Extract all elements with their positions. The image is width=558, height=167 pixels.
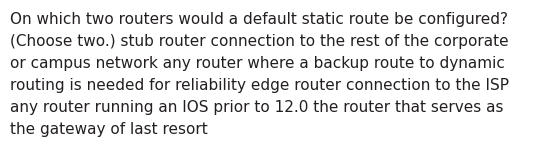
Text: the gateway of last resort: the gateway of last resort	[10, 122, 208, 137]
Text: or campus network any router where a backup route to dynamic: or campus network any router where a bac…	[10, 56, 505, 71]
Text: any router running an IOS prior to 12.0 the router that serves as: any router running an IOS prior to 12.0 …	[10, 100, 503, 115]
Text: routing is needed for reliability edge router connection to the ISP: routing is needed for reliability edge r…	[10, 78, 509, 93]
Text: On which two routers would a default static route be configured?: On which two routers would a default sta…	[10, 12, 508, 27]
Text: (Choose two.) stub router connection to the rest of the corporate: (Choose two.) stub router connection to …	[10, 34, 509, 49]
